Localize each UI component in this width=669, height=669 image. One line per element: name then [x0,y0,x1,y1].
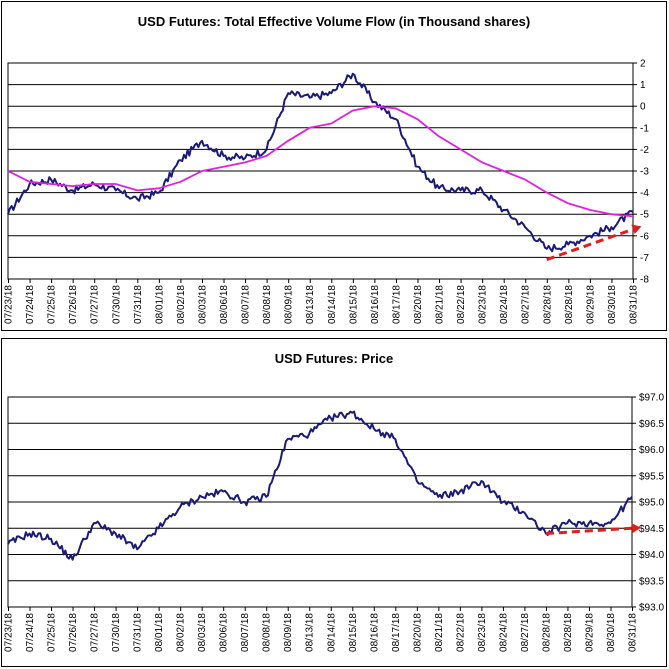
x-tick-label: 08/29/18 [584,613,595,652]
x-tick-label: 07/27/18 [90,613,101,652]
x-tick-label: 07/23/18 [4,285,15,324]
chart-panel-price: USD Futures: Price $97.0 $96.5 $96.0 $95.5 $… [1,338,667,667]
y-tick-label: $94.0 [639,550,664,561]
x-tick-label: 08/27/18 [520,613,531,652]
x-tick-label: 08/30/18 [606,613,617,652]
x-tick-label: 08/28/18 [563,613,574,652]
x-tick-label: 08/15/18 [348,613,359,652]
y-tick-label: -2 [640,145,649,156]
x-tick-label: 08/20/18 [413,285,424,324]
series-line [7,105,634,218]
x-tick-label: 08/16/18 [369,613,380,652]
x-tick-label: 08/31/18 [628,613,639,652]
x-tick-label: 08/08/18 [262,285,273,324]
x-tick-label: 07/25/18 [47,613,58,652]
x-tick-label: 08/02/18 [176,285,187,324]
x-tick-label: 08/30/18 [607,285,618,324]
x-tick-label: 07/31/18 [133,613,144,652]
trendline-arrowhead [631,224,642,235]
x-tick-label: 07/23/18 [4,613,15,652]
y-tick-label: -1 [640,123,649,134]
x-tick-label: 08/01/18 [154,613,165,652]
x-tick-label: 08/06/18 [219,285,230,324]
x-tick-label: 08/14/18 [327,285,338,324]
x-tick-label: 08/17/18 [391,613,402,652]
y-tick-label: $94.5 [639,524,664,535]
x-tick-label: 08/28/18 [541,613,552,652]
x-tick-label: 08/16/18 [370,285,381,324]
x-tick-label: 08/07/18 [240,613,251,652]
price-chart: $97.0 $96.5 $96.0 $95.5 $95.0 $94.5 $94.0 $93.5… [4,393,665,652]
y-tick-label: 2 [640,59,646,70]
y-tick-label: -3 [640,167,649,178]
x-tick-label: 08/23/18 [478,285,489,324]
x-tick-label: 08/08/18 [262,613,273,652]
chart-title: USD Futures: Total Effective Volume Flow… [137,14,531,29]
y-tick-label: 0 [640,102,646,113]
x-tick-label: 08/21/18 [434,613,445,652]
x-tick-label: 08/27/18 [521,285,532,324]
x-tick-label: 08/09/18 [283,613,294,652]
x-tick-label: 08/13/18 [305,285,316,324]
chart-title: USD Futures: Price [274,351,394,366]
x-tick-label: 08/13/18 [305,613,316,652]
x-tick-label: 08/21/18 [435,285,446,324]
x-tick-label: 07/31/18 [133,285,144,324]
y-tick-label: $97.0 [639,393,664,404]
x-tick-label: 08/22/18 [456,285,467,324]
x-tick-label: 08/31/18 [629,285,640,324]
chart-panel-volume-flow: USD Futures: Total Effective Volume Flow… [1,1,667,331]
trendline [546,227,634,261]
trendline-arrowhead [631,523,641,534]
x-tick-label: 08/28/18 [564,285,575,324]
y-tick-label: -4 [640,188,649,199]
x-tick-label: 08/15/18 [348,285,359,324]
x-tick-label: 07/26/18 [68,285,79,324]
x-tick-label: 07/26/18 [68,613,79,652]
x-tick-label: 08/29/18 [585,285,596,324]
x-tick-label: 08/23/18 [477,613,488,652]
x-tick-label: 08/03/18 [197,285,208,324]
x-tick-label: 07/25/18 [47,285,58,324]
x-tick-label: 08/20/18 [412,613,423,652]
y-tick-label: $93.5 [639,576,664,587]
x-tick-label: 08/24/18 [498,613,509,652]
volume-flow-chart: 2 1 0 -1 -2 -3 -4 -5 -6 -7 -8 07/23/18 07/24/18 07/25… [4,59,650,324]
y-tick-label: -7 [640,253,649,264]
y-tick-label: -6 [640,231,649,242]
x-tick-label: 08/14/18 [326,613,337,652]
x-tick-label: 08/28/18 [542,285,553,324]
y-tick-label: $95.0 [639,498,664,509]
y-tick-label: -8 [640,275,649,286]
x-tick-label: 07/27/18 [90,285,101,324]
x-tick-label: 08/07/18 [241,285,252,324]
series-line [7,410,633,561]
y-tick-label: 1 [640,80,646,91]
y-tick-label: $93.0 [639,603,664,614]
x-tick-label: 07/30/18 [111,285,122,324]
y-tick-label: -5 [640,210,649,221]
x-tick-label: 08/06/18 [219,613,230,652]
x-tick-label: 08/02/18 [176,613,187,652]
x-tick-label: 07/24/18 [25,285,36,324]
y-tick-label: $96.5 [639,419,664,430]
y-tick-label: $95.5 [639,471,664,482]
x-tick-label: 08/24/18 [499,285,510,324]
x-tick-label: 07/24/18 [25,613,36,652]
trendline [545,526,633,535]
series-line [7,72,634,253]
y-tick-label: $96.0 [639,445,664,456]
x-tick-label: 07/30/18 [111,613,122,652]
x-tick-label: 08/22/18 [455,613,466,652]
x-tick-label: 08/17/18 [391,285,402,324]
x-tick-label: 08/09/18 [284,285,295,324]
x-tick-label: 08/01/18 [154,285,165,324]
x-tick-label: 08/03/18 [197,613,208,652]
